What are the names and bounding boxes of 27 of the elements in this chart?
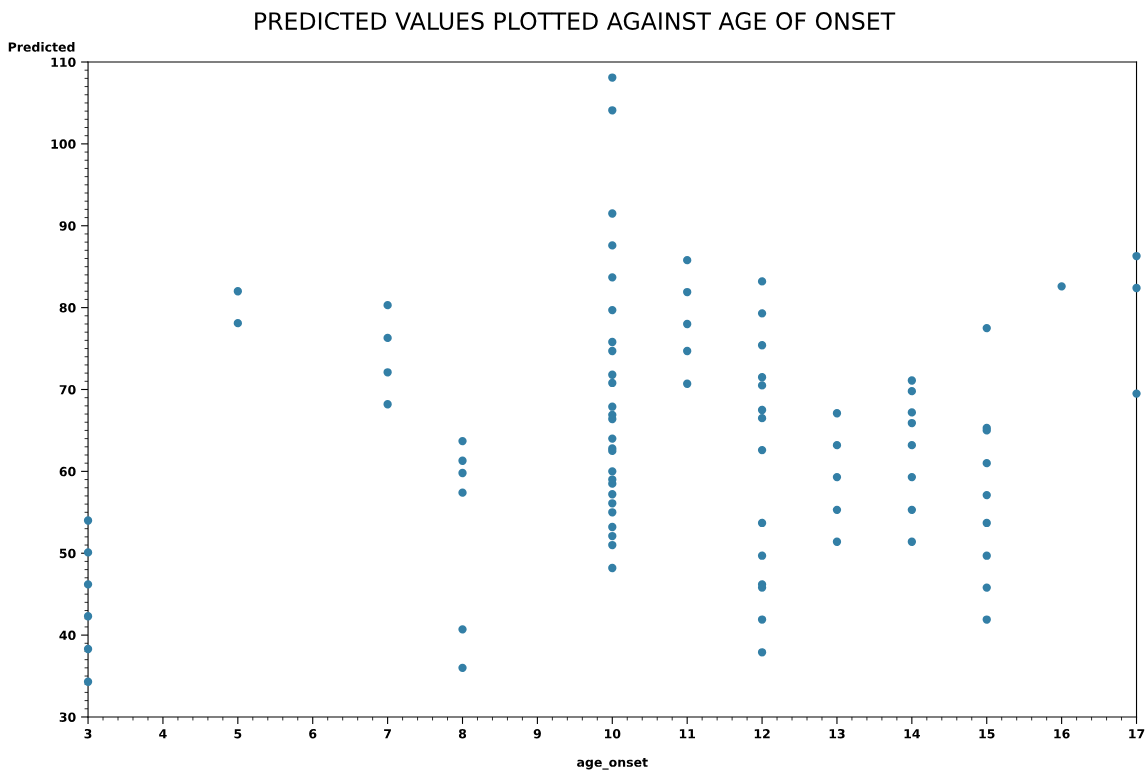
x-tick-label: 11: [679, 729, 696, 739]
chart-title: PREDICTED VALUES PLOTTED AGAINST AGE OF ONSET: [255, 12, 896, 30]
x-tick-label: 15: [979, 729, 995, 739]
x-tick-label: 17: [1129, 729, 1145, 739]
y-tick-label: 50: [59, 548, 76, 559]
x-tick-label: 4: [159, 729, 167, 739]
x-tick-label: 13: [829, 729, 845, 739]
x-axis-title: age_onset: [577, 757, 648, 770]
y-tick-label: 70: [59, 384, 76, 395]
x-tick-label: 6: [309, 729, 317, 739]
x-tick-label: 8: [458, 729, 467, 739]
y-tick-label: 100: [51, 139, 76, 149]
x-tick-label: 3: [84, 729, 92, 739]
x-tick-label: 14: [904, 729, 920, 739]
y-tick-label: 60: [59, 466, 76, 477]
x-tick-label: 12: [754, 729, 770, 739]
y-tick-label: 90: [59, 221, 76, 231]
y-tick-label: 110: [51, 57, 76, 67]
x-tick-label: 7: [384, 729, 391, 739]
y-axis-title: Predicted: [8, 42, 75, 52]
y-tick-label: 80: [59, 303, 76, 313]
y-tick-label: 30: [59, 712, 76, 722]
x-tick-label: 16: [1054, 729, 1070, 739]
x-tick-label: 9: [533, 729, 541, 739]
x-tick-label: 5: [234, 729, 242, 739]
y-tick-label: 40: [59, 630, 76, 641]
x-tick-label: 10: [605, 729, 621, 739]
